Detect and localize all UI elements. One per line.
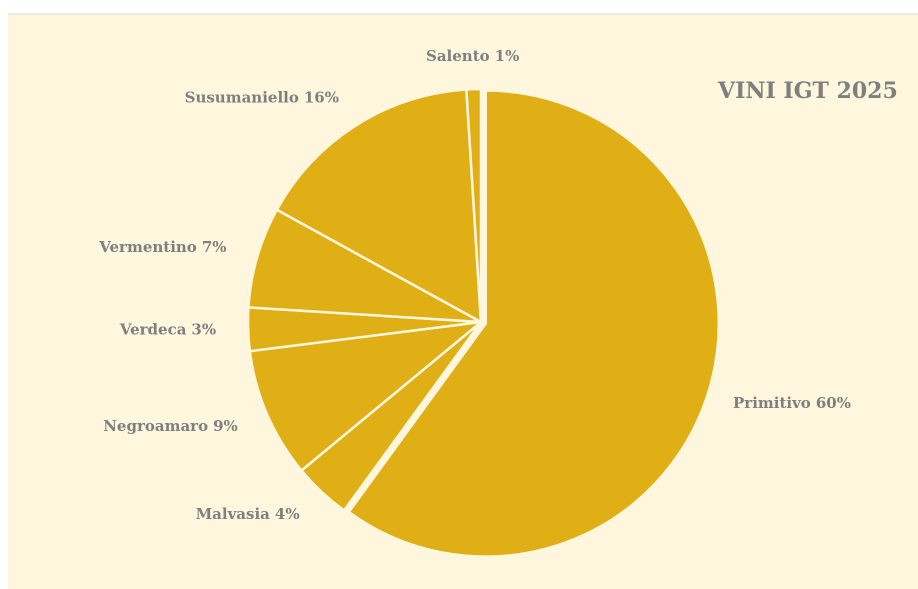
value-label: 60% — [816, 394, 851, 412]
value-label: 7% — [202, 238, 227, 256]
data-label: Negroamaro 9% — [103, 417, 238, 435]
category-label: Susumaniello — [185, 88, 299, 106]
category-label: Negroamaro — [103, 417, 208, 435]
category-label: Malvasia — [196, 505, 271, 523]
category-label: Vermentino — [98, 238, 197, 256]
pie-slice — [248, 320, 486, 473]
pie-slice — [247, 208, 482, 324]
data-label: Primitivo 60% — [733, 394, 851, 412]
category-label: Salento — [426, 47, 490, 65]
category-label: Primitivo — [733, 394, 811, 412]
data-label: Susumaniello 16% — [185, 88, 339, 106]
data-label: Vermentino 7% — [98, 238, 226, 256]
chart-title: VINI IGT 2025 — [717, 78, 898, 104]
pie-slice — [465, 87, 483, 323]
pie-slice — [347, 89, 720, 558]
value-label: 1% — [495, 47, 520, 65]
data-label: Malvasia 4% — [196, 505, 300, 523]
data-label: Verdeca 3% — [119, 320, 216, 338]
data-label: Salento 1% — [426, 47, 519, 65]
value-label: 9% — [213, 417, 238, 435]
value-label: 4% — [275, 505, 300, 523]
value-label: 16% — [304, 88, 339, 106]
value-label: 3% — [191, 320, 216, 338]
pie-slice — [275, 88, 483, 325]
category-label: Verdeca — [119, 320, 187, 338]
